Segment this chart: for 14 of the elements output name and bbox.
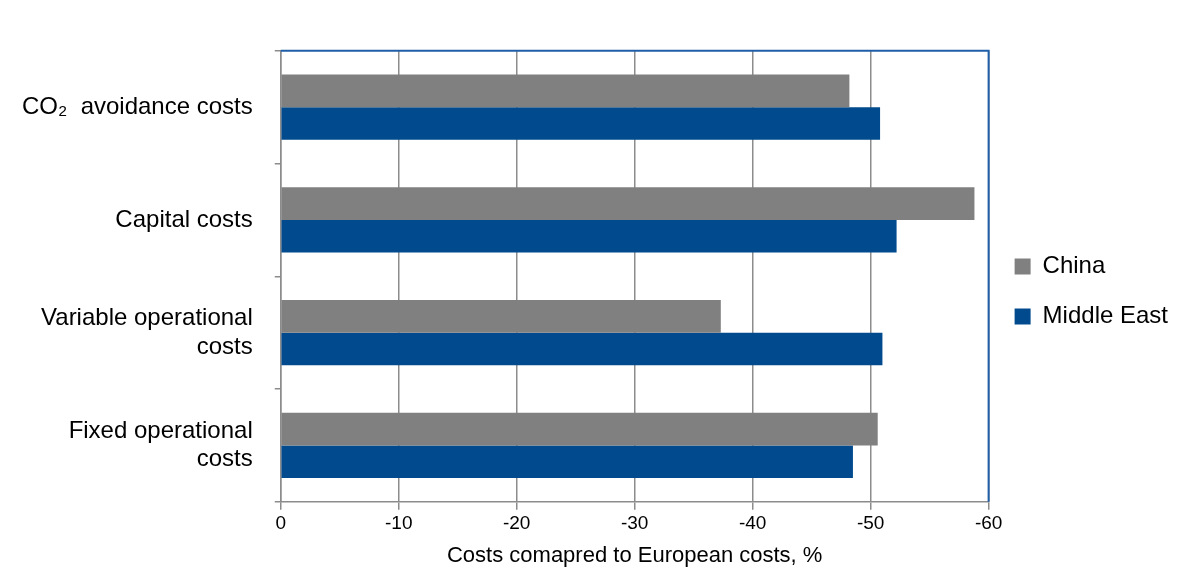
- y-tick-label: CO₂ avoidance costs: [21, 91, 253, 119]
- y-tick-label: Fixed operational costs: [68, 415, 253, 472]
- x-tick-label: -40: [738, 512, 767, 534]
- x-tick-label: 0: [275, 512, 287, 534]
- x-tick-label: -50: [856, 512, 885, 534]
- x-tick-label: -20: [502, 512, 531, 534]
- y-tick-label: Variable operational costs: [41, 302, 253, 359]
- x-tick-label: -60: [974, 512, 1003, 534]
- x-tick-label: -30: [620, 512, 649, 534]
- x-axis-title: Costs comapred to European costs, %: [446, 541, 823, 567]
- legend-label: Middle East: [1042, 301, 1169, 329]
- legend-label: China: [1042, 251, 1106, 279]
- x-tick-label: -10: [385, 512, 413, 534]
- y-tick-label: Capital costs: [115, 204, 253, 232]
